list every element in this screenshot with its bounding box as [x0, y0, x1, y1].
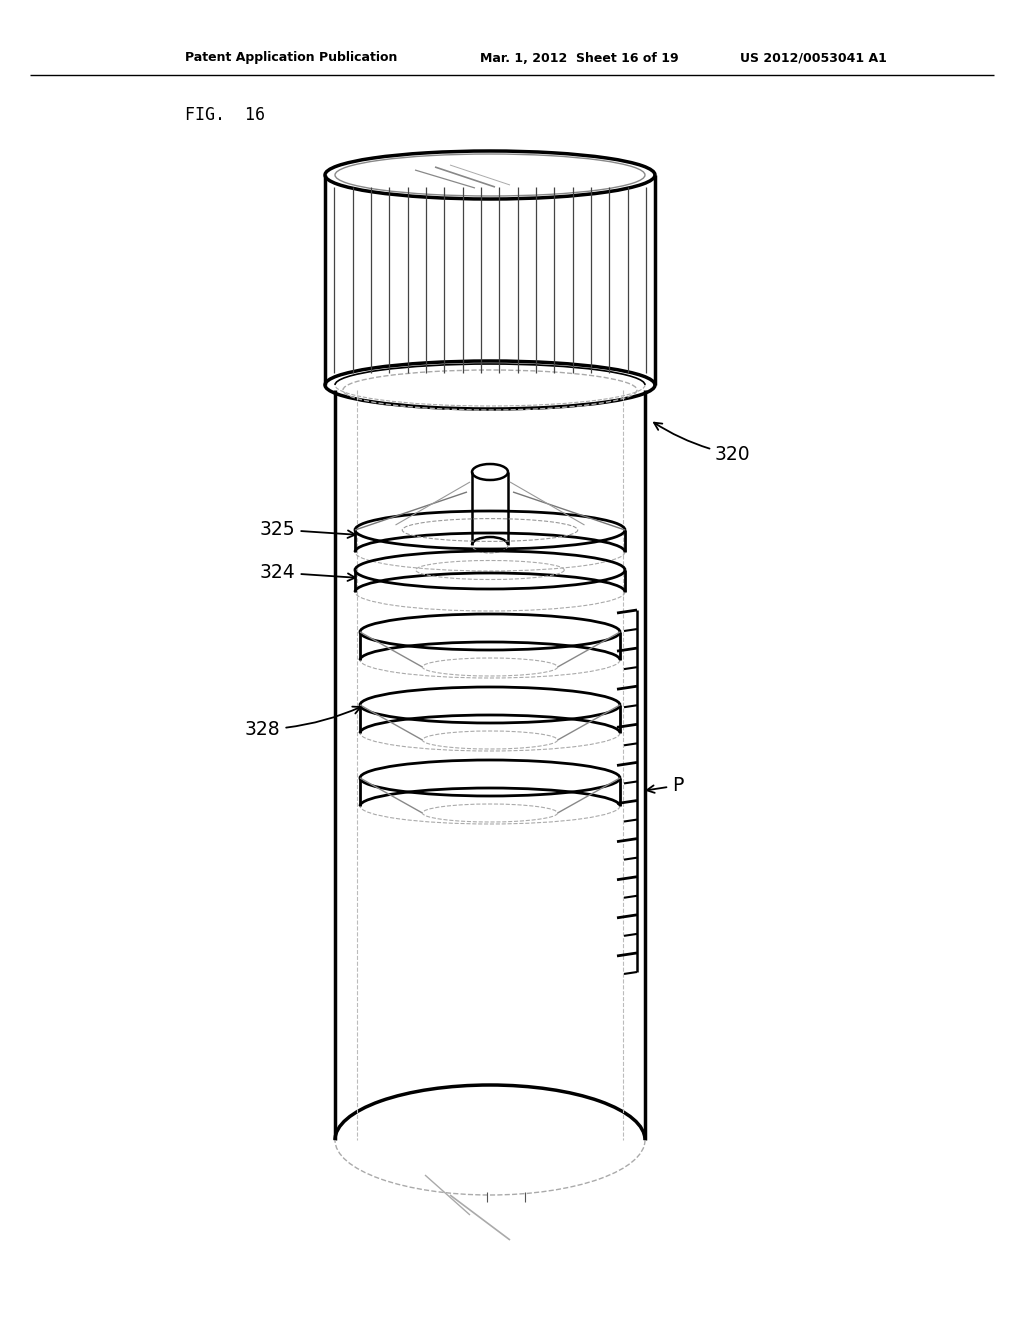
Text: 325: 325 [260, 520, 355, 539]
Text: 324: 324 [260, 564, 355, 582]
Text: 328: 328 [245, 706, 360, 739]
Text: Patent Application Publication: Patent Application Publication [185, 51, 397, 65]
Text: P: P [647, 776, 683, 795]
Text: 320: 320 [654, 422, 751, 465]
Text: FIG.  16: FIG. 16 [185, 106, 265, 124]
Text: US 2012/0053041 A1: US 2012/0053041 A1 [740, 51, 887, 65]
Text: Mar. 1, 2012  Sheet 16 of 19: Mar. 1, 2012 Sheet 16 of 19 [480, 51, 679, 65]
